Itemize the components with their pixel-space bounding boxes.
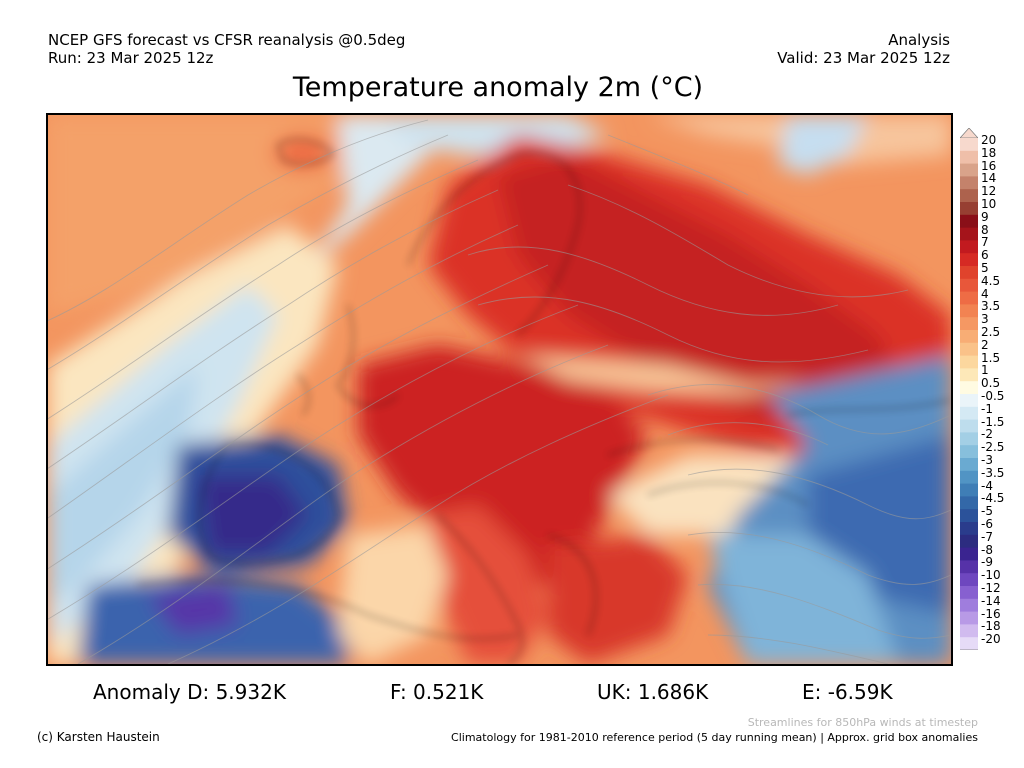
map-title: Temperature anomaly 2m (°C) (292, 72, 704, 103)
colorbar-tick-label: 3 (981, 312, 989, 327)
colorbar-swatch (960, 522, 978, 536)
wind-streamlines (48, 119, 951, 664)
colorbar-swatch (960, 509, 978, 523)
colorbar-tick-label: 4.5 (981, 273, 1001, 288)
colorbar-tick-label: -20 (981, 632, 1001, 647)
credit: (c) Karsten Haustein (37, 730, 160, 744)
valid-time: Valid: 23 Mar 2025 12z (777, 49, 950, 67)
colorbar-tick-label: -4.5 (981, 491, 1005, 506)
run-time: Run: 23 Mar 2025 12z (48, 49, 214, 67)
anomaly-france: F: 0.521K (390, 680, 484, 704)
colorbar-swatch (960, 586, 978, 600)
colorbar-swatch (960, 176, 978, 190)
product-type: Analysis (888, 31, 950, 49)
colorbar-tick-label: -2 (981, 427, 993, 442)
colorbar-tick-label: 16 (981, 158, 997, 173)
colorbar-tick-label: 3.5 (981, 299, 1001, 314)
colorbar-swatch (960, 624, 978, 638)
model-description: NCEP GFS forecast vs CFSR reanalysis @0.… (48, 31, 406, 49)
colorbar-swatch (960, 368, 978, 382)
colorbar-swatch (960, 611, 978, 625)
colorbar-tick-label: -4 (981, 478, 993, 493)
colorbar-swatch (960, 266, 978, 280)
colorbar-swatch (960, 138, 978, 152)
colorbar-swatch (960, 342, 978, 356)
colorbar-tick-label: -3 (981, 453, 993, 467)
colorbar-tick-label: -8 (981, 542, 993, 557)
colorbar-swatch (960, 278, 978, 292)
colorbar-swatch (960, 573, 978, 587)
colorbar-swatch (960, 304, 978, 318)
colorbar-swatch (960, 458, 978, 472)
coastlines (137, 139, 951, 664)
colorbar-swatch (960, 598, 978, 612)
colorbar-tick-label: -9 (981, 555, 993, 570)
colorbar-tick-label: 7 (981, 235, 989, 250)
color-scale-bar (960, 128, 978, 650)
colorbar-swatch (960, 189, 978, 203)
colorbar-swatch (960, 330, 978, 344)
colorbar-tick-label: 9 (981, 209, 989, 224)
colorbar-tick-label: -7 (981, 529, 993, 544)
colorbar-swatch (960, 214, 978, 228)
colorbar-swatch (960, 394, 978, 408)
colorbar-tick-label: -6 (981, 517, 993, 531)
colorbar-tick-label: -14 (981, 593, 1001, 608)
colorbar-swatch (960, 406, 978, 420)
colorbar-tick-label: -5 (981, 504, 993, 519)
colorbar-tick-label: -0.5 (981, 389, 1005, 403)
colorbar-tick-label: -1.5 (981, 414, 1005, 429)
climatology-note: Climatology for 1981-2010 reference peri… (451, 731, 978, 744)
colorbar-swatch (960, 291, 978, 305)
colorbar-swatch (960, 381, 978, 395)
colorbar-tick-label: -2.5 (981, 440, 1005, 455)
colorbar-swatch (960, 547, 978, 561)
colorbar-tick-label: -10 (981, 568, 1001, 583)
colorbar-tick-label: 20 (981, 133, 997, 147)
colorbar-swatch (960, 317, 978, 331)
colorbar-tick-label: 4 (981, 286, 989, 301)
colorbar-swatch (960, 445, 978, 459)
colorbar-tick-label: 2.5 (981, 325, 1001, 339)
anomaly-field (48, 115, 951, 664)
colorbar-swatch (960, 560, 978, 574)
colorbar-swatch (960, 150, 978, 164)
colorbar-tick-label: -1 (981, 401, 993, 416)
colorbar-tick-label: -3.5 (981, 465, 1005, 480)
colorbar-tick-label: 12 (981, 184, 997, 199)
colorbar-swatch (960, 637, 978, 650)
colorbar-tick-label: 14 (981, 171, 997, 186)
colorbar-tick-label: 6 (981, 248, 989, 263)
colorbar-swatch (960, 240, 978, 254)
colorbar-swatch (960, 534, 978, 548)
anomaly-uk: UK: 1.686K (597, 680, 709, 704)
streamline-note: Streamlines for 850hPa winds at timestep (747, 716, 978, 729)
map-canvas (48, 115, 951, 664)
colorbar-swatch (960, 470, 978, 484)
colorbar-tick-label: -12 (981, 581, 1001, 595)
colorbar-tick-label: 10 (981, 197, 997, 211)
colorbar-swatch (960, 419, 978, 433)
colorbar-tick-label: 8 (981, 222, 989, 237)
colorbar-swatch (960, 432, 978, 446)
colorbar-swatch (960, 202, 978, 216)
colorbar-swatch (960, 355, 978, 369)
colorbar-tick-label: 0.5 (981, 376, 1001, 391)
colorbar-tick-label: -18 (981, 619, 1001, 634)
colorbar-swatch (960, 163, 978, 177)
colorbar-swatch (960, 253, 978, 267)
colorbar-tick-label: 1 (981, 363, 989, 378)
colorbar-top-arrow (960, 128, 978, 139)
colorbar-tick-label: -16 (981, 606, 1001, 621)
colorbar-tick-label: 18 (981, 145, 997, 160)
colorbar-tick-label: 2 (981, 337, 989, 352)
colorbar-tick-label: 1.5 (981, 350, 1001, 365)
anomaly-spain: E: -6.59K (802, 680, 893, 704)
colorbar-swatch (960, 227, 978, 241)
anomaly-germany: Anomaly D: 5.932K (93, 680, 286, 704)
temperature-anomaly-map (46, 113, 953, 666)
colorbar-tick-label: 5 (981, 261, 989, 275)
colorbar-swatch (960, 496, 978, 510)
colorbar-swatch (960, 483, 978, 497)
